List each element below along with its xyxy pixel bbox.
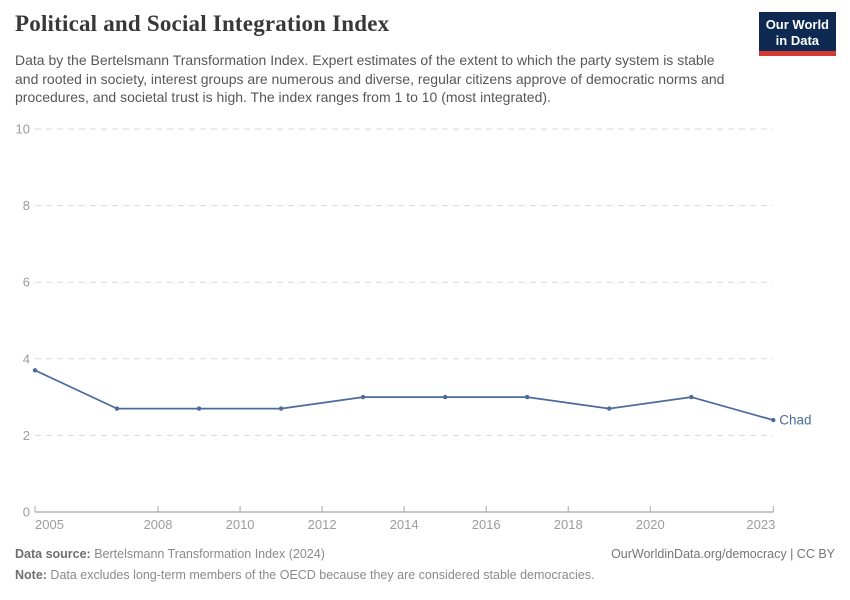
x-tick-label-2014: 2014 bbox=[390, 517, 419, 532]
y-tick-label-4: 4 bbox=[23, 351, 30, 366]
data-point-2005[interactable] bbox=[32, 368, 38, 373]
data-source-label: Data source: bbox=[15, 547, 91, 561]
data-point-2015[interactable] bbox=[443, 394, 448, 400]
owid-logo-line1: Our World bbox=[765, 17, 829, 32]
data-point-2021[interactable] bbox=[689, 394, 694, 400]
data-source-text: Bertelsmann Transformation Index (2024) bbox=[90, 547, 325, 561]
owid-logo: Our World in Data bbox=[758, 12, 836, 57]
x-tick-label-2023: 2023 bbox=[746, 517, 775, 532]
page-title: Political and Social Integration Index bbox=[15, 11, 390, 36]
owid-logo-line2: in Data bbox=[775, 32, 820, 48]
data-point-2019[interactable] bbox=[607, 406, 612, 411]
data-point-2009[interactable] bbox=[196, 406, 202, 411]
y-tick-label-6: 6 bbox=[23, 275, 30, 290]
chart-subtitle: Data by the Bertelsmann Transformation I… bbox=[15, 52, 725, 106]
note-text: Data excludes long-term members of the O… bbox=[46, 568, 595, 582]
x-tick-label-2005: 2005 bbox=[35, 517, 64, 532]
y-tick-label-2: 2 bbox=[23, 428, 30, 443]
note: Note: Data excludes long-term members of… bbox=[15, 568, 835, 582]
data-point-2023[interactable] bbox=[771, 417, 776, 423]
series-line-chad[interactable] bbox=[34, 369, 775, 421]
x-tick-label-2012: 2012 bbox=[308, 517, 337, 532]
y-tick-label-0: 0 bbox=[23, 505, 30, 520]
chart-footer: Data source: Bertelsmann Transformation … bbox=[15, 547, 835, 582]
note-label: Note: bbox=[15, 568, 47, 582]
credit-link[interactable]: OurWorldinData.org/democracy | CC BY bbox=[611, 547, 835, 561]
line-chart: 0 2 4 6 8 10 2005 2008 2010 2012 2014 2016 2018 2020 2… bbox=[16, 122, 812, 533]
data-point-2017[interactable] bbox=[525, 394, 530, 400]
data-source: Data source: Bertelsmann Transformation … bbox=[15, 547, 325, 561]
y-tick-label-8: 8 bbox=[23, 198, 30, 213]
x-tick-label-2008: 2008 bbox=[144, 517, 173, 532]
series-end-label[interactable]: Chad bbox=[779, 413, 811, 428]
x-tick-label-2018: 2018 bbox=[554, 517, 583, 532]
data-point-2011[interactable] bbox=[278, 406, 284, 411]
x-tick-label-2020: 2020 bbox=[636, 517, 665, 532]
data-point-2013[interactable] bbox=[360, 394, 366, 400]
x-tick-label-2010: 2010 bbox=[226, 517, 255, 532]
data-point-2007[interactable] bbox=[114, 406, 120, 411]
y-tick-label-10: 10 bbox=[16, 122, 30, 137]
x-tick-label-2016: 2016 bbox=[472, 517, 501, 532]
